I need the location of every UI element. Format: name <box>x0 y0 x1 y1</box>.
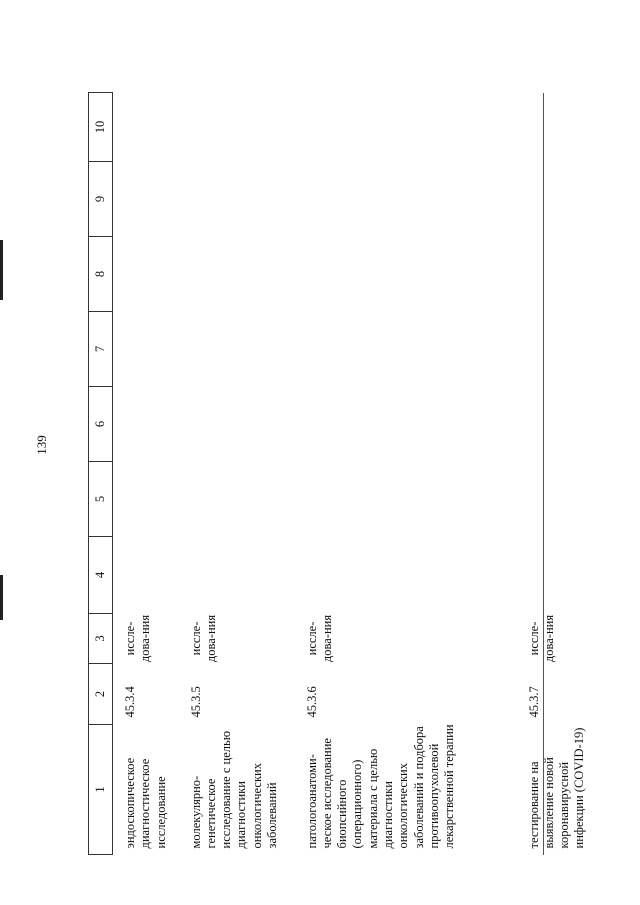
service-code: 45.3.4 <box>123 686 137 718</box>
col-header-10: 10 <box>88 92 113 162</box>
col-header-6: 6 <box>88 386 113 462</box>
service-name: эндоскопическое диагностическое исследов… <box>123 757 168 849</box>
col-header-4: 4 <box>88 536 113 614</box>
service-name: тестирование на выявление новой коронави… <box>526 727 587 849</box>
col-header-9: 9 <box>88 161 113 237</box>
col-header-8: 8 <box>88 236 113 312</box>
service-code: 45.3.5 <box>188 686 203 718</box>
bottom-divider <box>543 93 544 855</box>
service-name: молекулярно-генетическое исследование с … <box>188 730 279 849</box>
page-number: 139 <box>34 435 49 455</box>
scan-edge-mark <box>0 575 3 620</box>
col-header-7: 7 <box>88 311 113 387</box>
table-row: патологоанатоми-ческое исследование биоп… <box>296 93 521 855</box>
col-header-3: 3 <box>88 613 113 664</box>
table-row: тестирование на выявление новой коронави… <box>521 93 609 855</box>
service-unit: иссле-дова-ния <box>526 614 556 663</box>
table-header-row: 1 2 3 4 5 6 7 8 9 10 <box>88 92 113 855</box>
service-unit: иссле-дова-ния <box>123 614 153 663</box>
service-unit: иссле-дова-ния <box>188 614 218 663</box>
col-header-1: 1 <box>88 724 113 855</box>
col-header-2: 2 <box>88 663 113 725</box>
scan-edge-mark <box>0 240 3 300</box>
col-header-5: 5 <box>88 461 113 537</box>
service-unit: иссле-дова-ния <box>304 614 334 663</box>
service-code: 45.3.6 <box>304 686 319 718</box>
table-row: молекулярно-генетическое исследование с … <box>181 93 296 855</box>
service-code: 45.3.7 <box>526 686 541 718</box>
table-row: эндоскопическое диагностическое исследов… <box>113 93 181 855</box>
service-name: патологоанатоми-ческое исследование биоп… <box>304 724 457 849</box>
services-table: 1 2 3 4 5 6 7 8 9 10 эндоскопическое диа… <box>88 92 609 855</box>
